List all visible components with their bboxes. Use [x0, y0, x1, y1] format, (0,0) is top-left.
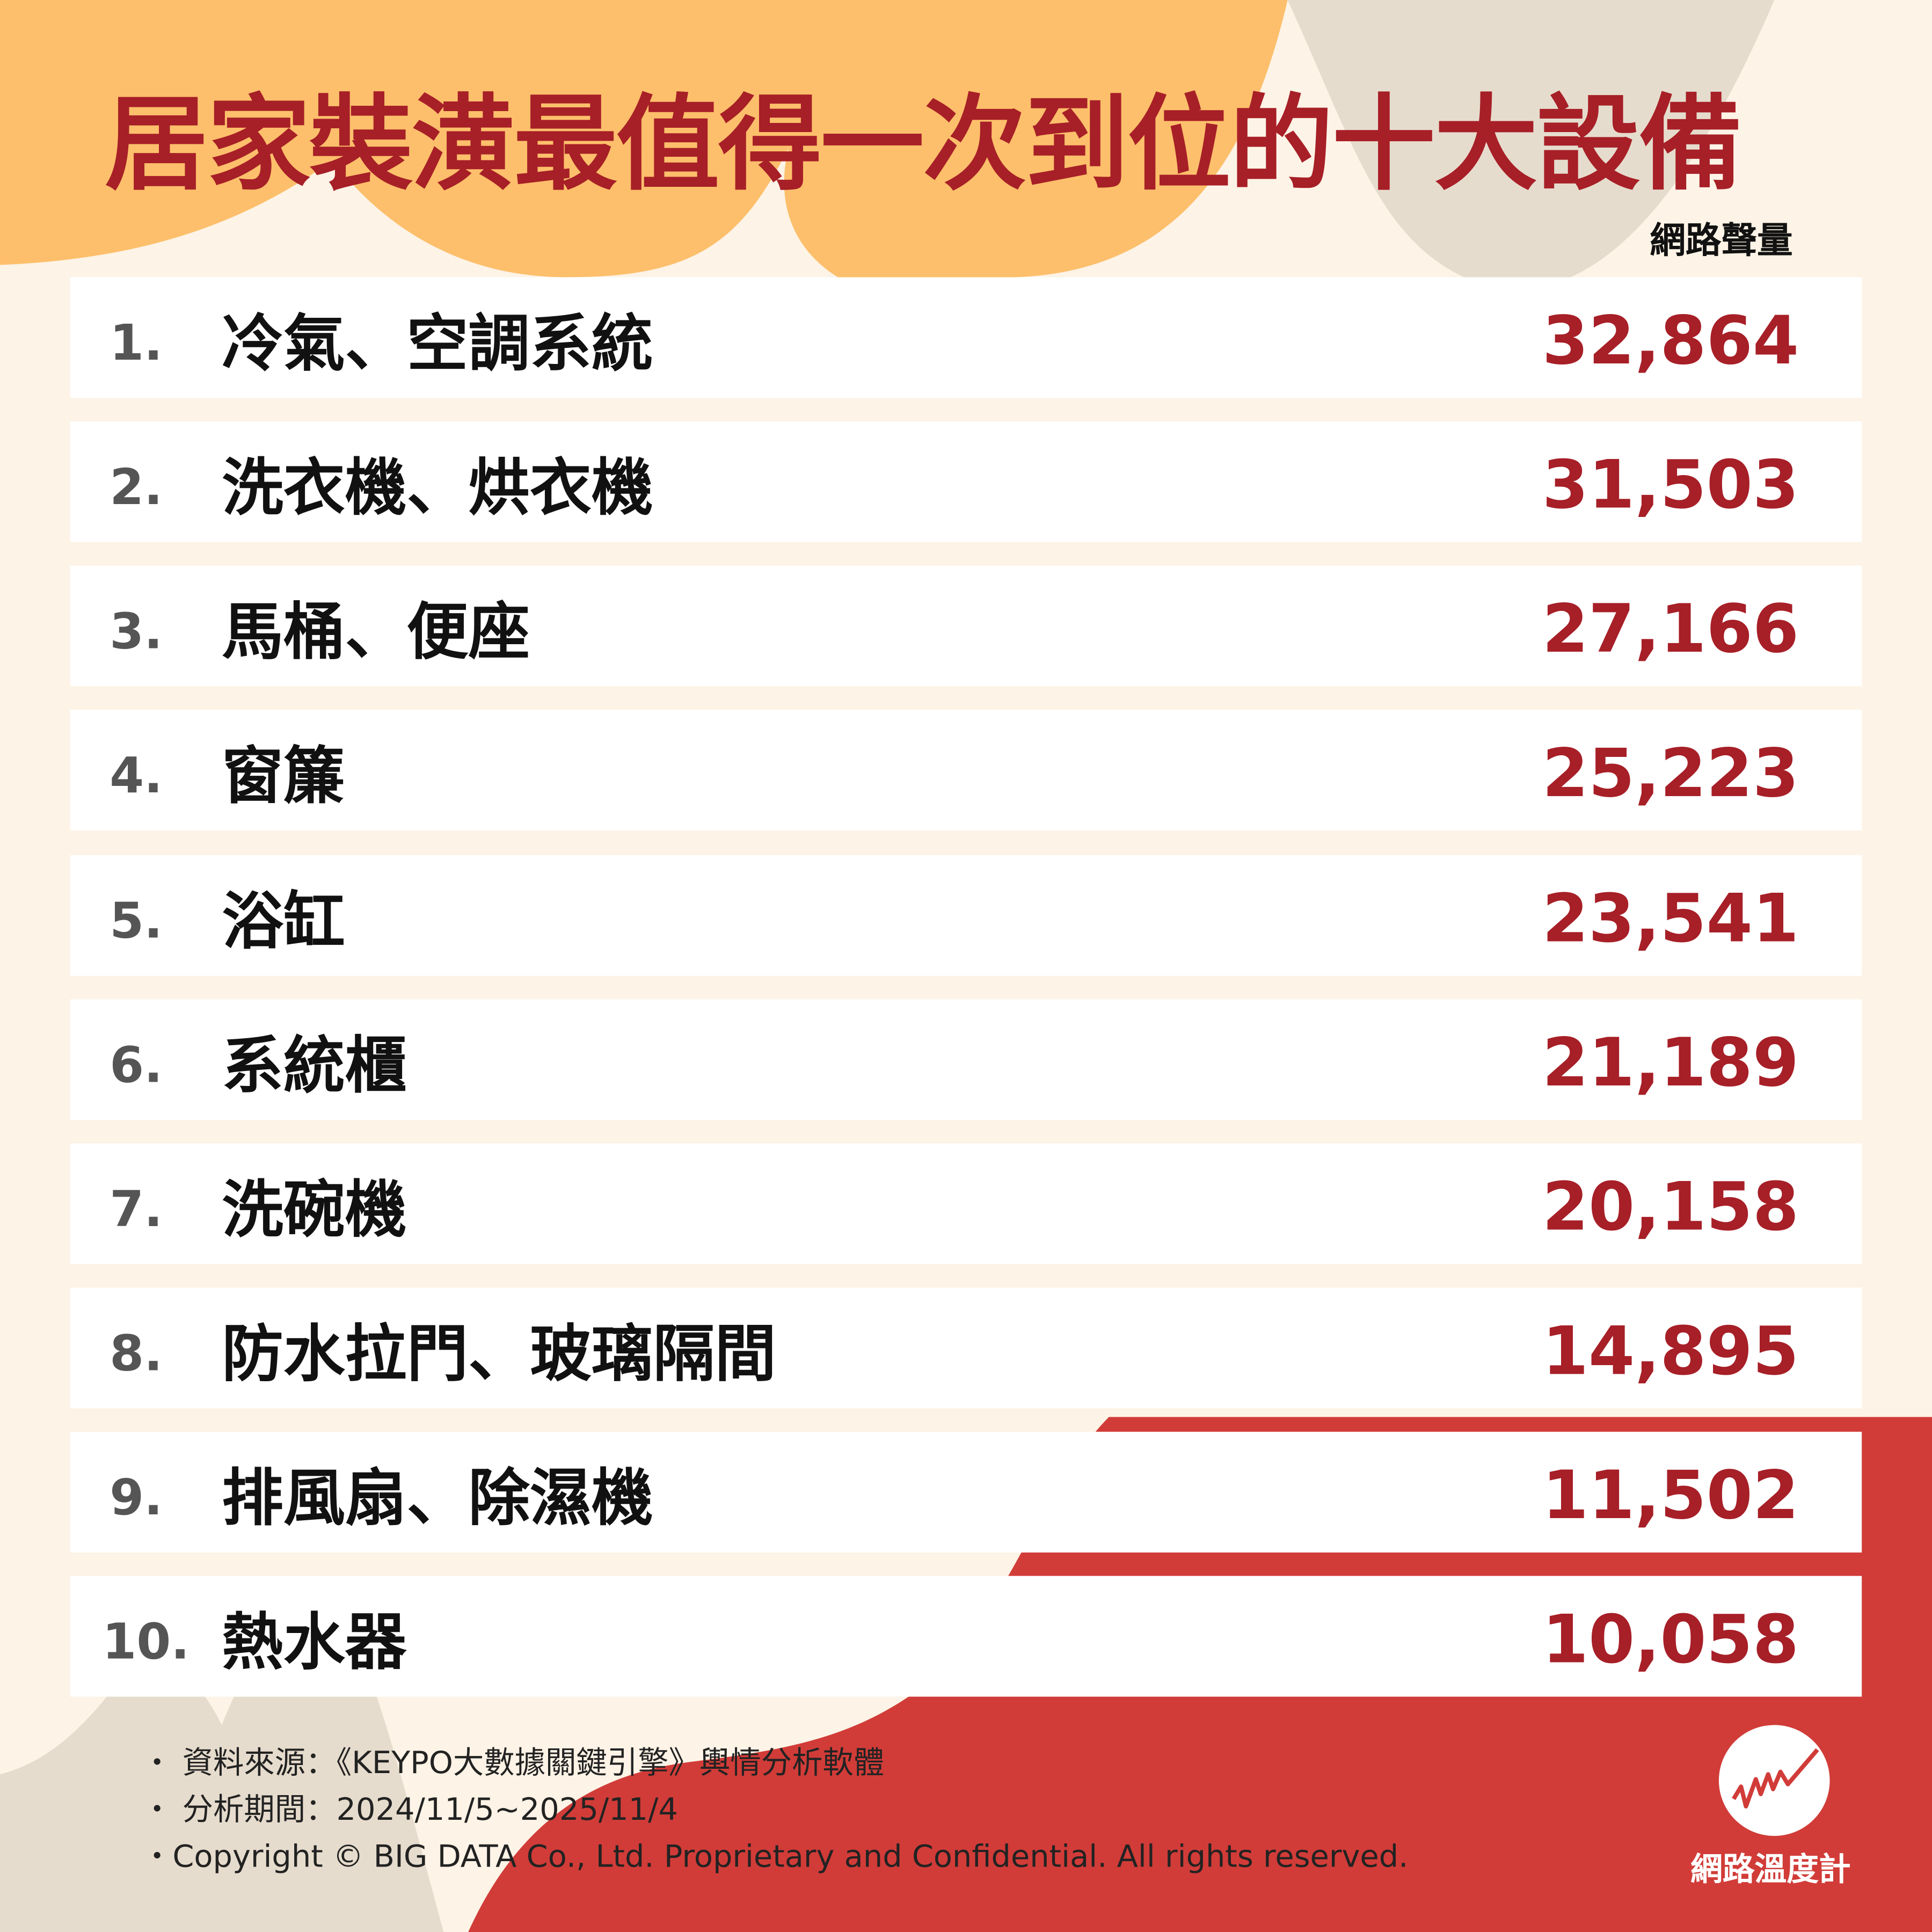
- footer-source: ・ 資料來源：《KEYPO大數據關鍵引擎》輿情分析軟體: [141, 1745, 885, 1781]
- item-value: 31,503: [1542, 446, 1799, 524]
- item-name: 洗碗機: [222, 1174, 407, 1246]
- list-item: 3. 馬桶、便座 27,166: [70, 565, 1862, 687]
- item-name: 浴缸: [222, 886, 345, 958]
- item-value: 14,895: [1542, 1312, 1799, 1390]
- item-value: 25,223: [1542, 734, 1799, 812]
- rank: 4.: [110, 748, 163, 805]
- rank: 5.: [110, 893, 163, 950]
- item-value: 10,058: [1542, 1600, 1799, 1679]
- item-value: 27,166: [1542, 590, 1799, 668]
- footer-period: ・ 分析期間：2024/11/5~2025/11/4: [141, 1791, 679, 1827]
- rank: 7.: [110, 1182, 163, 1238]
- item-name: 窗簾: [222, 740, 345, 812]
- trend-line-icon: [1732, 1748, 1819, 1809]
- list-item: 1. 冷氣、空調系統 32,864: [70, 277, 1862, 398]
- item-value: 11,502: [1542, 1456, 1799, 1534]
- rank: 8.: [110, 1325, 163, 1383]
- item-name: 熱水器: [222, 1607, 407, 1679]
- logo-text: 網路溫度計: [1690, 1851, 1851, 1889]
- rank: 2.: [110, 460, 163, 516]
- footer-copyright: ・Copyright © BIG DATA Co., Ltd. Propriet…: [141, 1838, 1409, 1875]
- item-name: 防水拉門、玻璃隔間: [222, 1318, 777, 1390]
- item-name: 系統櫃: [222, 1030, 407, 1102]
- page-title: 居家裝潢最值得一次到位的十大設備: [105, 84, 1742, 205]
- item-name: 排風扇、除濕機: [222, 1462, 653, 1534]
- item-value: 20,158: [1542, 1168, 1799, 1246]
- list-item: 10. 熱水器 10,058: [70, 1576, 1862, 1697]
- rank: 9.: [110, 1470, 163, 1527]
- column-header: 網路聲量: [1650, 219, 1793, 261]
- item-name: 馬桶、便座: [222, 596, 530, 668]
- rank: 3.: [110, 603, 163, 661]
- item-name: 洗衣機、烘衣機: [222, 452, 653, 524]
- list-item: 4. 窗簾 25,223: [70, 710, 1862, 831]
- list-item: 7. 洗碗機 20,158: [70, 1143, 1862, 1264]
- item-name: 冷氣、空調系統: [222, 308, 653, 380]
- rank: 10.: [102, 1614, 190, 1671]
- list-item: 2. 洗衣機、烘衣機 31,503: [70, 421, 1862, 542]
- item-value: 23,541: [1542, 879, 1799, 958]
- item-value: 32,864: [1542, 302, 1799, 380]
- rank: 6.: [110, 1037, 163, 1095]
- list-item: 6. 系統櫃 21,189: [70, 999, 1862, 1120]
- item-value: 21,189: [1542, 1024, 1799, 1102]
- list-item: 5. 浴缸 23,541: [70, 855, 1862, 976]
- logo-badge: [1718, 1725, 1830, 1836]
- list-item: 9. 排風扇、除濕機 11,502: [70, 1432, 1862, 1553]
- list-item: 8. 防水拉門、玻璃隔間 14,895: [70, 1287, 1862, 1409]
- rank: 1.: [110, 315, 163, 373]
